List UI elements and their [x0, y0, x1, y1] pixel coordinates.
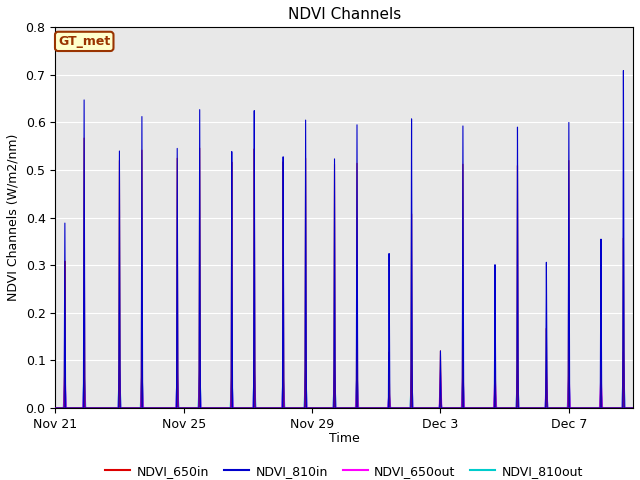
NDVI_810out	[620, 358, 627, 364]
NDVI_810out	[86, 405, 93, 411]
NDVI_810in	[334, 405, 342, 411]
NDVI_810in	[76, 405, 83, 411]
NDVI_810out	[76, 405, 83, 411]
NDVI_650in	[164, 405, 172, 411]
NDVI_650in	[54, 405, 61, 411]
NDVI_650in	[51, 405, 59, 411]
NDVI_810out	[54, 405, 61, 411]
NDVI_650in	[80, 135, 88, 141]
Line: NDVI_650in: NDVI_650in	[55, 138, 633, 408]
NDVI_650out	[598, 405, 606, 411]
NDVI_810in	[86, 405, 93, 411]
NDVI_810in	[598, 405, 606, 411]
NDVI_810in	[164, 405, 172, 411]
Title: NDVI Channels: NDVI Channels	[287, 7, 401, 22]
Line: NDVI_810in: NDVI_810in	[55, 71, 633, 408]
NDVI_650out	[620, 349, 627, 355]
NDVI_650out	[629, 405, 637, 411]
NDVI_650in	[76, 405, 83, 411]
NDVI_650out	[51, 405, 59, 411]
NDVI_650out	[76, 405, 83, 411]
Y-axis label: NDVI Channels (W/m2/nm): NDVI Channels (W/m2/nm)	[7, 134, 20, 301]
Line: NDVI_650out: NDVI_650out	[55, 352, 633, 408]
NDVI_650out	[54, 405, 61, 411]
NDVI_810in	[51, 405, 59, 411]
NDVI_810in	[620, 68, 627, 73]
Line: NDVI_810out: NDVI_810out	[55, 361, 633, 408]
NDVI_650in	[334, 405, 342, 411]
NDVI_650in	[86, 405, 93, 411]
NDVI_810out	[334, 405, 342, 411]
NDVI_650out	[86, 405, 93, 411]
NDVI_650in	[629, 405, 637, 411]
NDVI_650out	[164, 405, 172, 411]
NDVI_650out	[334, 405, 342, 411]
Text: GT_met: GT_met	[58, 35, 110, 48]
NDVI_810out	[164, 405, 172, 411]
NDVI_810out	[51, 405, 59, 411]
X-axis label: Time: Time	[329, 432, 360, 445]
NDVI_810out	[598, 404, 606, 409]
Legend: NDVI_650in, NDVI_810in, NDVI_650out, NDVI_810out: NDVI_650in, NDVI_810in, NDVI_650out, NDV…	[100, 460, 588, 480]
NDVI_650in	[598, 405, 606, 411]
NDVI_810out	[629, 405, 637, 411]
NDVI_810in	[54, 405, 61, 411]
NDVI_810in	[629, 405, 637, 411]
